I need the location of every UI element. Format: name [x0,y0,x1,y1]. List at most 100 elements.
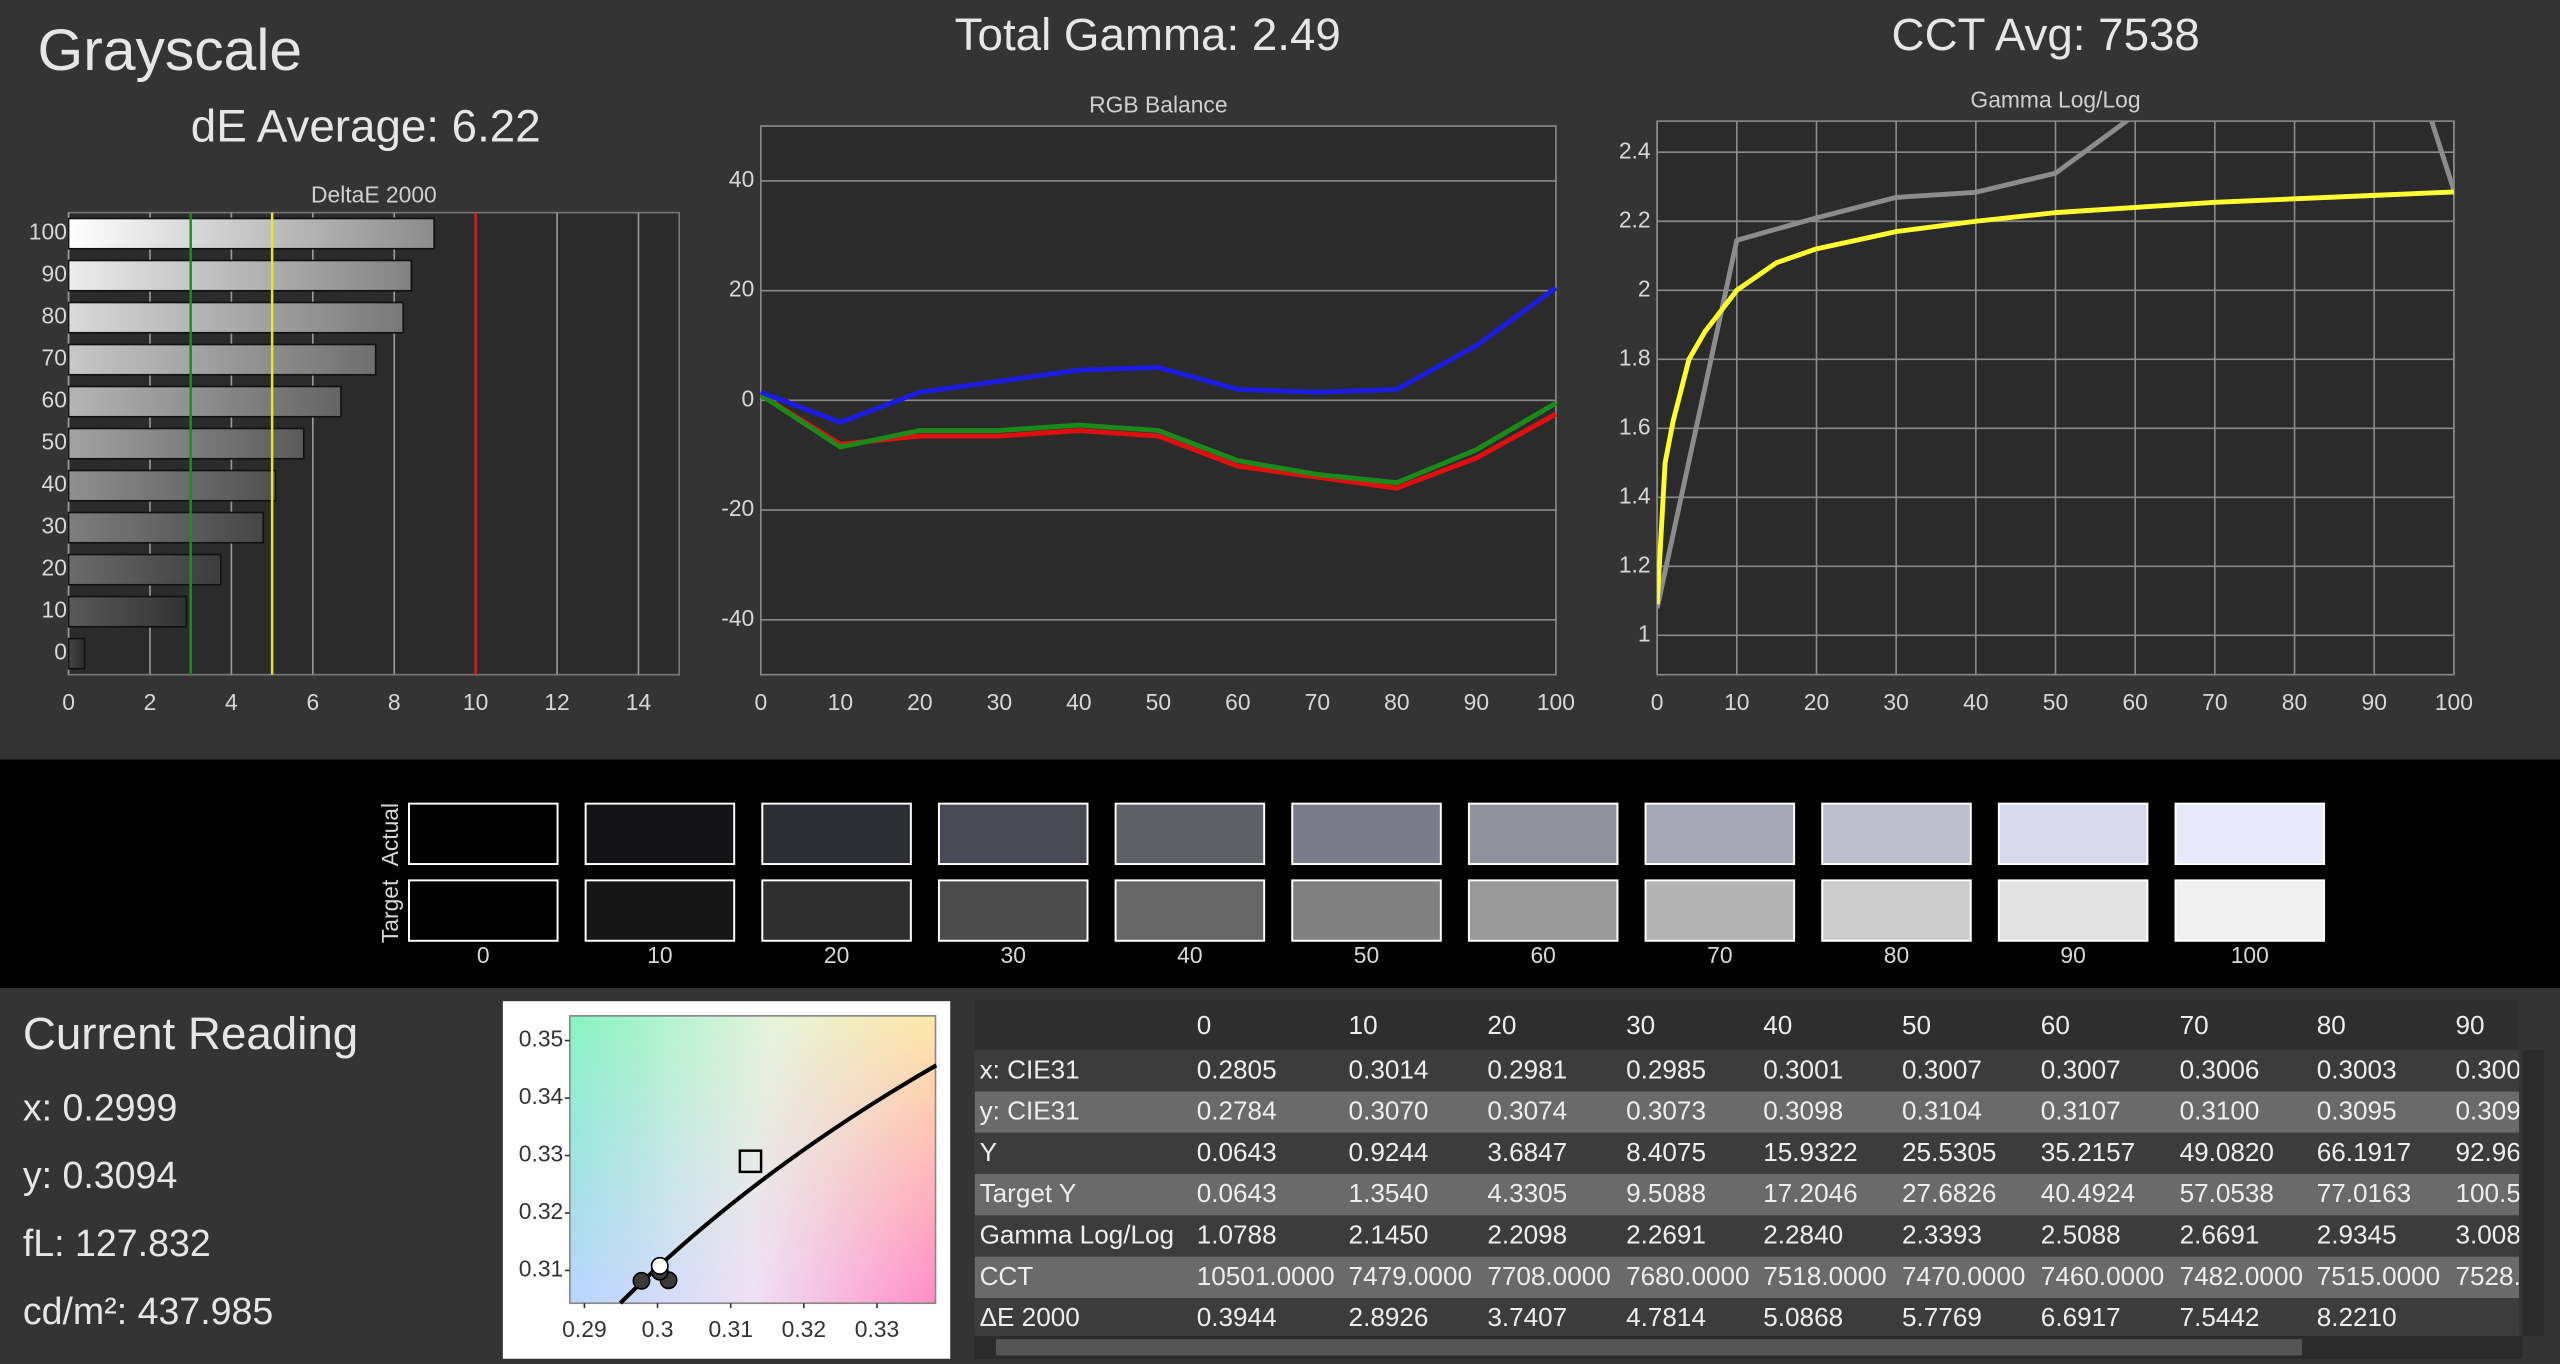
y-tick-label: 50 [42,429,67,455]
target-swatch [937,879,1089,942]
swatch-level: 60 [1530,942,1555,968]
table-cell: 2.1450 [1349,1220,1429,1250]
x-tick-label: 10 [463,689,488,715]
y-tick-label: 2.4 [1619,137,1651,163]
x-tick-label: 90 [1464,689,1489,715]
swatch-level: 100 [2231,942,2269,968]
series-line [759,392,1558,491]
table-cell: 1.0788 [1197,1220,1277,1250]
y-tick-label: 60 [42,387,67,413]
table-cell: CCT [980,1261,1034,1291]
table-header-cell: 60 [2041,1010,2070,1040]
table-cell: 7528. [2456,1261,2521,1291]
table-cell: 0.3001 [1763,1054,1843,1084]
swatch-level: 30 [1001,942,1026,968]
bar [67,301,405,334]
table-cell: 0.3100 [2180,1096,2260,1126]
y-tick-label: 1.4 [1619,482,1651,508]
target-swatch [1114,879,1266,942]
table-cell: 0.3003 [2317,1054,2397,1084]
y-tick-label: -20 [721,495,754,521]
x-tick-label: 0.33 [855,1316,899,1342]
series-line [759,285,1558,425]
table-cell: 17.2046 [1763,1178,1857,1208]
table-cell: ΔE 2000 [980,1302,1080,1332]
chart-title: DeltaE 2000 [311,181,437,207]
page-title: Grayscale [38,18,303,83]
table-cell: 2.5088 [2041,1220,2121,1250]
series-line [1657,189,2454,605]
swatch-level: 70 [1707,942,1732,968]
y-tick-label: 0 [54,639,67,665]
x-tick-label: 0 [62,689,75,715]
y-tick-label: 40 [729,166,754,192]
bar [67,427,305,460]
total-gamma: Total Gamma: 2.49 [955,9,1341,60]
table-cell: 1.3540 [1349,1178,1429,1208]
table-cell: 3.7407 [1487,1302,1567,1332]
table-cell: 2.8926 [1349,1302,1429,1332]
table-cell: 2.3393 [1902,1220,1982,1250]
swatch-level: 20 [824,942,849,968]
y-tick-label: 20 [729,276,754,302]
reading-value: fL: 127.832 [23,1222,211,1264]
target-swatch [1291,879,1442,942]
bar [67,595,188,628]
table-cell: y: CIE31 [980,1096,1080,1126]
actual-swatch [761,802,912,866]
scrollbar-thumb[interactable] [995,1339,2303,1356]
x-tick-label: 100 [1537,689,1575,715]
cct-average: CCT Avg: 7538 [1892,9,2200,60]
series-line [1657,121,2454,609]
table-row [974,1298,2520,1336]
x-tick-label: 30 [987,689,1012,715]
table-cell: 0.3074 [1487,1096,1567,1126]
table-cell: x: CIE31 [980,1054,1080,1084]
target-swatch [761,879,912,942]
table-cell: 0.300 [2456,1054,2521,1084]
table-cell: 0.2981 [1487,1054,1567,1084]
x-tick-label: 2 [144,689,157,715]
table-cell: 2.6691 [2180,1220,2260,1250]
bar [67,385,342,418]
current-reading-title: Current Reading [23,1008,358,1059]
y-tick-label: 10 [42,597,67,623]
swatch-band [0,759,2560,989]
chart-title: Gamma Log/Log [1970,87,2140,113]
table-cell: 7482.0000 [2180,1261,2303,1291]
bar [67,553,222,586]
table-header-cell: 50 [1902,1010,1931,1040]
table-cell: 15.9322 [1763,1137,1857,1167]
y-tick-label: 40 [42,471,67,497]
x-tick-label: 40 [1963,689,1988,715]
bar [67,469,277,502]
table-row [974,1174,2520,1216]
swatch-level: 50 [1354,942,1379,968]
swatch-level: 90 [2060,942,2085,968]
table-cell: 10501.0000 [1197,1261,1335,1291]
x-tick-label: 4 [225,689,238,715]
x-tick-label: 60 [2122,689,2147,715]
table-cell: 3.6847 [1487,1137,1567,1167]
table-header-cell: 90 [2456,1010,2485,1040]
x-tick-label: 30 [1883,689,1908,715]
actual-swatch [1114,802,1266,866]
x-tick-label: 20 [907,689,932,715]
table-cell: 4.3305 [1487,1178,1567,1208]
table-cell: 9.5088 [1626,1178,1706,1208]
y-tick-label: 70 [42,345,67,371]
x-tick-label: 80 [1384,689,1409,715]
table-cell: 2.2691 [1626,1220,1706,1250]
table-cell: 8.4075 [1626,1137,1706,1167]
table-cell: 2.2840 [1763,1220,1843,1250]
x-tick-label: 70 [1305,689,1330,715]
y-tick-label: 1.2 [1619,551,1651,577]
target-swatch [1997,879,2149,942]
table-cell: 92.96 [2456,1137,2521,1167]
vertical-scrollbar[interactable] [2522,1050,2544,1336]
x-tick-label: 20 [1804,689,1829,715]
chart-title: RGB Balance [1089,92,1227,118]
actual-swatch [1291,802,1442,866]
x-tick-label: 0.3 [642,1316,674,1342]
